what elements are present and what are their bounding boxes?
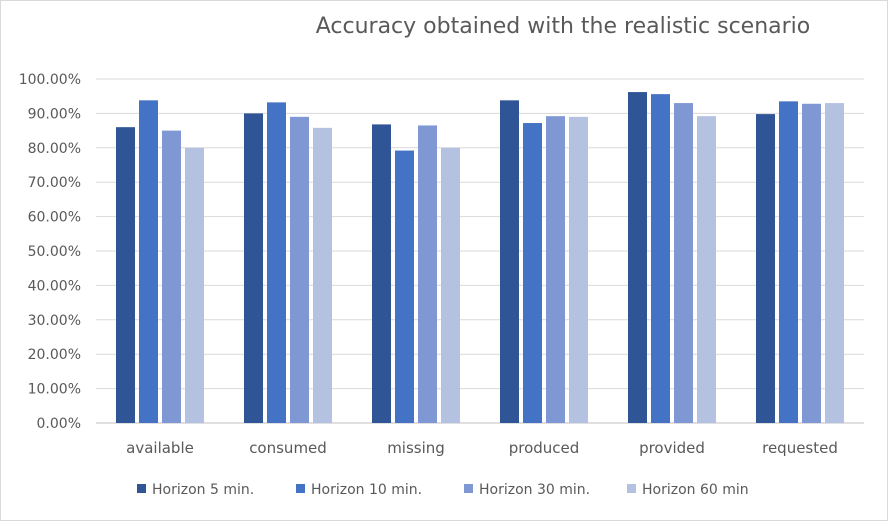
bar-consumed-series-4 <box>313 127 332 424</box>
y-tick-label: 0.00% <box>37 416 81 432</box>
legend-entry: Horizon 30 min. <box>479 482 590 498</box>
y-tick-label: 40.00% <box>28 278 81 294</box>
bar-requested-series-3 <box>802 103 821 423</box>
bar-available-series-2 <box>139 100 158 423</box>
y-axis-ticks: 0.00% 10.00% 20.00% 30.00% 40.00% 50.00% 60.00… <box>19 72 81 432</box>
bar-available-series-4 <box>185 147 204 424</box>
bar-consumed-series-3 <box>290 116 309 423</box>
bar-consumed-series-2 <box>267 102 286 423</box>
bar-requested-series-4 <box>825 103 844 423</box>
y-tick-label: 50.00% <box>28 244 81 260</box>
bars <box>116 92 844 424</box>
bar-provided-series-3 <box>674 103 693 423</box>
bar-consumed-series-1 <box>244 113 263 424</box>
bar-available-series-3 <box>162 130 181 423</box>
legend: Horizon 5 min. Horizon 10 min. Horizon 30 … <box>137 482 749 498</box>
y-tick-label: 70.00% <box>28 175 81 191</box>
y-tick-label: 60.00% <box>28 210 81 226</box>
bar-provided-series-4 <box>697 116 716 423</box>
bar-missing-series-1 <box>372 124 391 424</box>
y-tick-label: 80.00% <box>28 141 81 157</box>
bar-produced-series-3 <box>546 116 565 423</box>
x-axis-categories: available consumed missing produced provided… <box>126 439 838 457</box>
legend-swatch <box>627 484 636 493</box>
x-category-label: produced <box>509 439 580 457</box>
x-category-label: provided <box>639 439 705 457</box>
legend-entry: Horizon 5 min. <box>152 482 254 498</box>
legend-swatch <box>137 484 146 493</box>
x-category-label: missing <box>387 439 445 457</box>
x-category-label: requested <box>762 439 838 457</box>
bar-missing-series-4 <box>441 147 460 424</box>
y-tick-label: 100.00% <box>19 72 81 88</box>
y-tick-label: 30.00% <box>28 313 81 329</box>
bar-produced-series-4 <box>569 116 588 423</box>
y-tick-label: 90.00% <box>28 106 81 122</box>
gridlines <box>96 78 864 424</box>
bar-missing-series-3 <box>418 125 437 423</box>
legend-entry: Horizon 60 min <box>642 482 749 498</box>
x-category-label: available <box>126 439 194 457</box>
bar-provided-series-2 <box>651 94 670 424</box>
bar-requested-series-2 <box>779 101 798 424</box>
bar-produced-series-2 <box>523 123 542 424</box>
legend-swatch <box>464 484 473 493</box>
legend-swatch <box>296 484 305 493</box>
chart-title: Accuracy obtained with the realistic sce… <box>316 14 811 39</box>
legend-entry: Horizon 10 min. <box>311 482 422 498</box>
x-category-label: consumed <box>249 439 327 457</box>
y-tick-label: 20.00% <box>28 347 81 363</box>
bar-available-series-1 <box>116 127 135 423</box>
bar-missing-series-2 <box>395 150 414 423</box>
bar-requested-series-1 <box>756 114 775 423</box>
bar-provided-series-1 <box>628 92 647 424</box>
y-tick-label: 10.00% <box>28 382 81 398</box>
bar-produced-series-1 <box>500 100 519 423</box>
